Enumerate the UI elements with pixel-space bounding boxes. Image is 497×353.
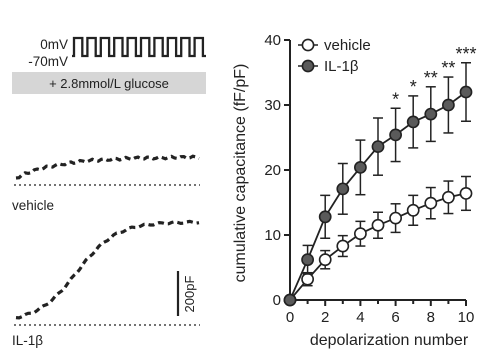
significance-marker: ***	[455, 44, 476, 64]
il1b-point	[389, 128, 402, 142]
significance-marker: **	[424, 68, 438, 88]
x-tick-label: 0	[286, 309, 294, 326]
legend: vehicle IL-1β	[298, 37, 371, 75]
il1b-point	[336, 182, 350, 196]
significance-marker: *	[410, 77, 417, 97]
il1b-point	[283, 293, 297, 307]
x-tick-label: 8	[427, 309, 435, 326]
il1b-point	[406, 115, 420, 129]
vehicle-series	[283, 175, 473, 307]
significance-markers: ** ** *****	[392, 44, 476, 110]
voltage-high-label: 0mV	[40, 37, 68, 52]
il1b-point	[301, 253, 314, 267]
traces-panel: vehicle IL-1β 200pF	[12, 154, 200, 348]
vehicle-point	[389, 211, 402, 225]
x-axis-label: depolarization number	[310, 332, 469, 349]
vehicle-line	[289, 192, 467, 301]
x-tick-label: 4	[356, 309, 364, 326]
il1b-point	[353, 160, 367, 174]
legend-marker-il1b	[301, 59, 315, 73]
il1b-trace	[15, 219, 200, 320]
pulse-train	[72, 36, 206, 58]
y-tick-label: 0	[273, 292, 281, 309]
il1b-point	[424, 107, 438, 121]
vehicle-point	[301, 272, 314, 286]
il1b-point	[371, 140, 385, 153]
vehicle-trace	[15, 154, 200, 180]
protocol-panel: 0mV -70mV + 2.8mmol/L glucose	[12, 36, 206, 94]
chart-axes: 0 10 20 30 40 0 2 4 6 8 10	[264, 32, 474, 326]
voltage-low-label: -70mV	[28, 54, 68, 69]
x-tick-label: 2	[321, 309, 329, 326]
il1b-point	[441, 98, 455, 112]
significance-marker: **	[441, 58, 455, 78]
x-tick-label: 10	[458, 309, 475, 326]
glucose-label: + 2.8mmol/L glucose	[49, 76, 169, 91]
significance-marker: *	[392, 89, 399, 109]
y-tick-label: 30	[264, 97, 281, 114]
il1b-point	[459, 85, 473, 99]
y-axis-label: cumulative capacitance (fF/pF)	[232, 64, 249, 283]
vehicle-point	[318, 253, 332, 267]
legend-label-il1b: IL-1β	[324, 58, 359, 75]
vehicle-point	[371, 218, 385, 232]
scale-bar-label: 200pF	[182, 276, 197, 313]
vehicle-trace-label: vehicle	[12, 198, 54, 213]
y-tick-label: 40	[264, 32, 281, 49]
x-tick-label: 6	[391, 309, 399, 326]
vehicle-point	[424, 196, 438, 210]
vehicle-point	[353, 227, 367, 241]
glucose-bar	[12, 72, 206, 94]
legend-label-vehicle: vehicle	[324, 37, 371, 54]
legend-marker-vehicle	[301, 38, 315, 52]
vehicle-point	[441, 190, 455, 204]
il1b-series	[283, 62, 473, 307]
vehicle-point	[459, 186, 473, 200]
y-tick-label: 20	[264, 162, 281, 179]
il1b-trace-label: IL-1β	[12, 333, 43, 348]
y-tick-label: 10	[264, 227, 281, 244]
vehicle-point	[336, 239, 350, 253]
vehicle-point	[406, 203, 420, 217]
il1b-point	[318, 210, 332, 224]
